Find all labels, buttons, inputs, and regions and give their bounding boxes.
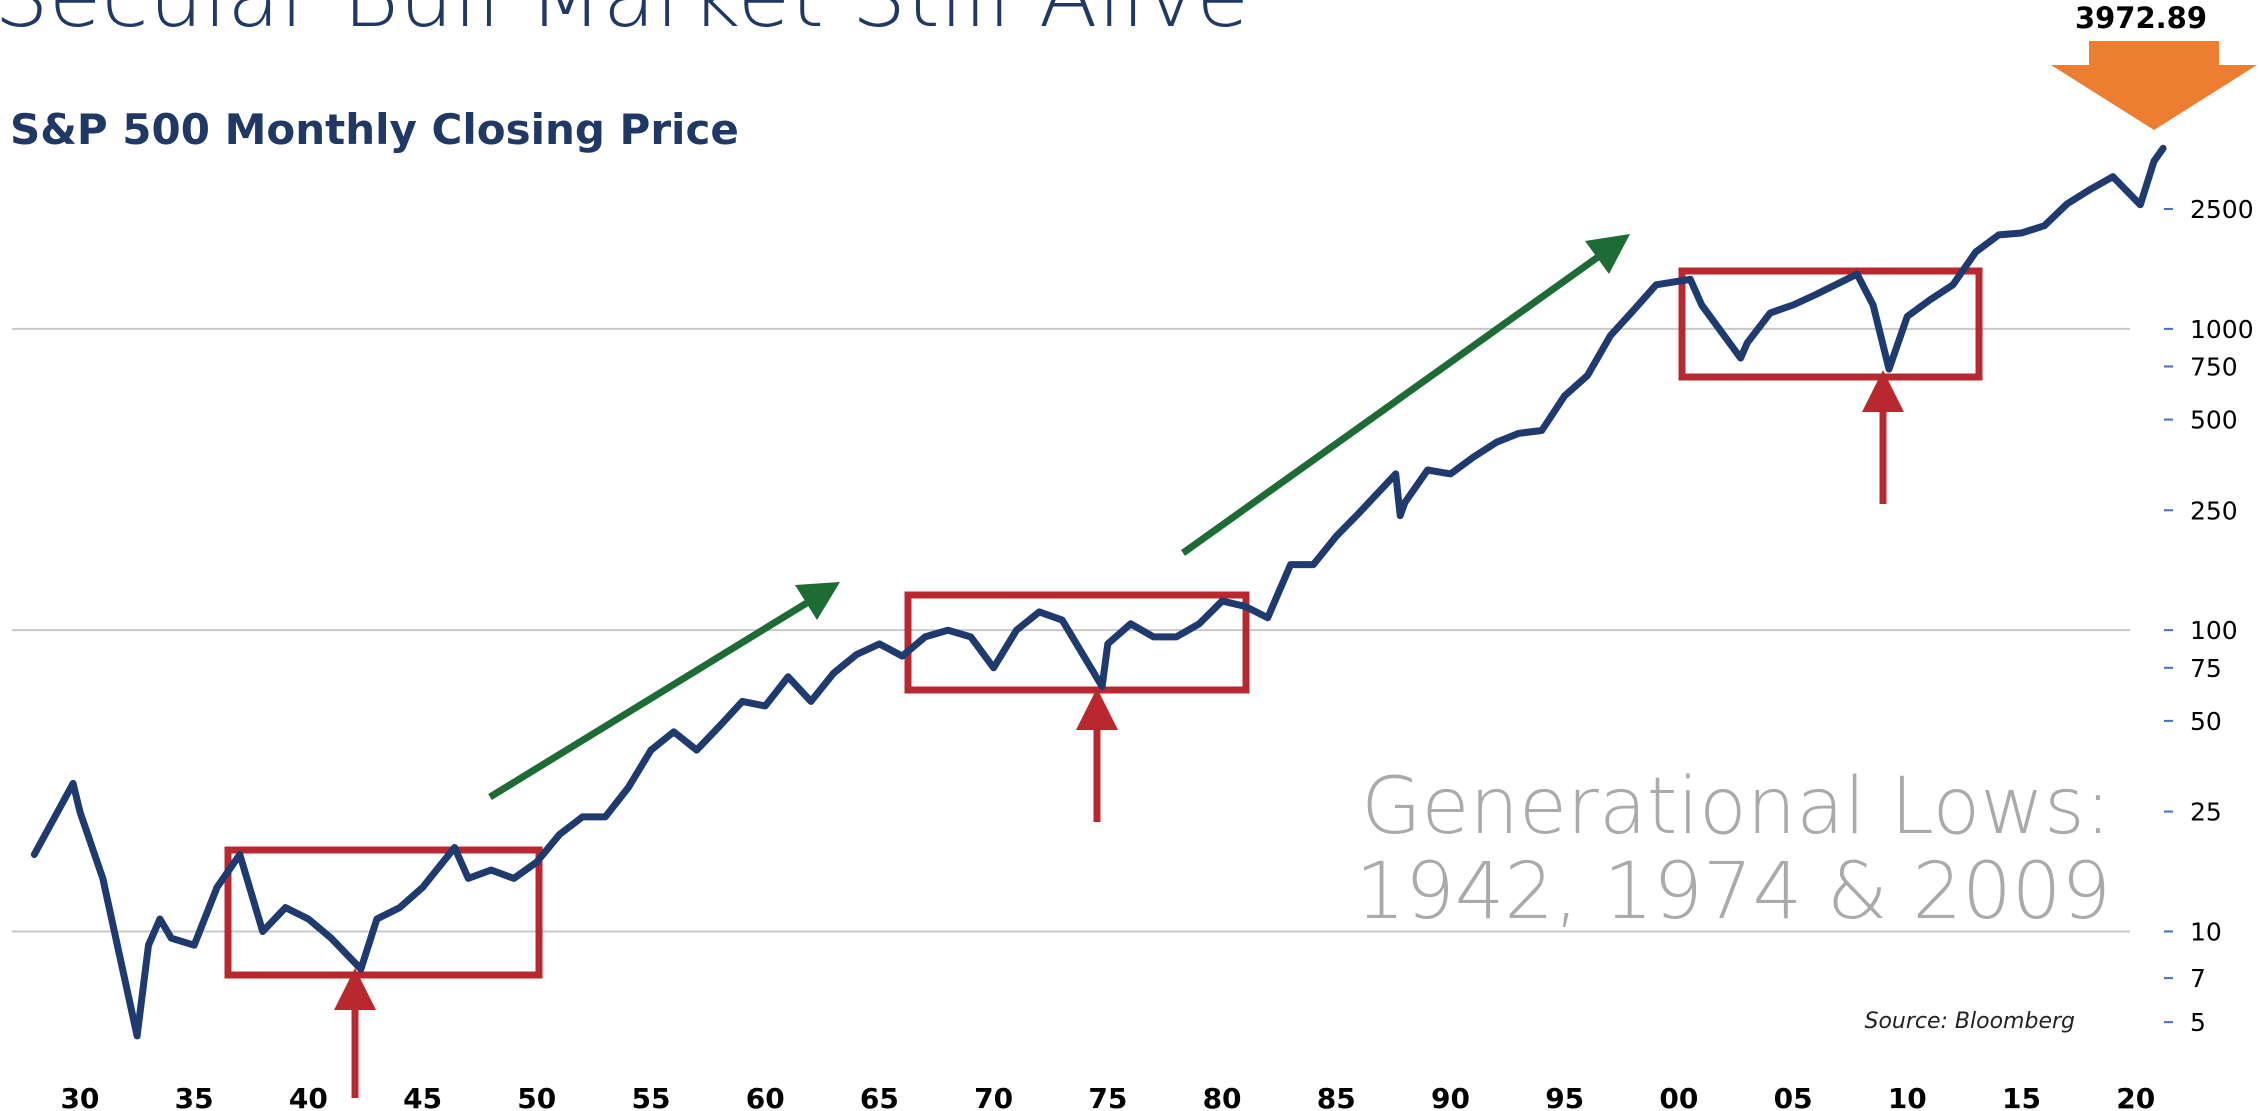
x-tick-label: 90	[1431, 1082, 1470, 1111]
x-tick-label: 30	[60, 1082, 99, 1111]
arrow	[1180, 249, 1608, 556]
x-tick-label: 40	[289, 1082, 328, 1111]
x-tick-label: 95	[1545, 1082, 1584, 1111]
arrow-head	[334, 968, 376, 1010]
price-line	[30, 144, 2167, 1040]
green-arrows	[488, 234, 1630, 800]
y-tick-label: 100	[2190, 616, 2238, 645]
callout-arrow	[2051, 41, 2257, 130]
x-tick-label: 85	[1317, 1082, 1356, 1111]
y-tick-label: 50	[2190, 707, 2222, 736]
x-tick-label: 05	[1774, 1082, 1813, 1111]
x-tick-label: 60	[746, 1082, 785, 1111]
y-tick-label: 2500	[2190, 195, 2254, 224]
y-tick-label: 7	[2190, 964, 2206, 993]
x-tick-label: 10	[1888, 1082, 1927, 1111]
x-tick-label: 75	[1088, 1082, 1127, 1111]
x-tick-label: 55	[632, 1082, 671, 1111]
y-tick-label: 750	[2190, 353, 2238, 382]
x-tick-label: 20	[2116, 1082, 2155, 1111]
red-arrows	[334, 370, 1904, 1098]
y-tick-label: 25	[2190, 798, 2222, 827]
x-tick-label: 70	[974, 1082, 1013, 1111]
box	[904, 591, 1250, 694]
x-tick-label: 35	[175, 1082, 214, 1111]
x-tick-label: 15	[2002, 1082, 2041, 1111]
chart-title: Secular Bull Market Still Alive	[0, 0, 1249, 47]
x-tick-label: 65	[860, 1082, 899, 1111]
annotation: Generational Lows:	[1361, 762, 2111, 852]
box	[224, 846, 543, 979]
x-tick-label: 50	[517, 1082, 556, 1111]
y-tick-label: 1000	[2190, 315, 2254, 344]
last-value-label: 3972.89	[2075, 1, 2207, 35]
arrow-head	[795, 582, 840, 620]
box	[1678, 267, 1983, 381]
arrow-head	[1862, 370, 1904, 412]
arrow	[488, 598, 812, 800]
highlight-boxes	[224, 267, 1983, 979]
x-tick-label: 80	[1203, 1082, 1242, 1111]
arrow-head	[1585, 234, 1630, 274]
annotation: 1942, 1974 & 2009	[1355, 847, 2111, 937]
x-tick-label: 45	[403, 1082, 442, 1111]
x-tick-label: 00	[1659, 1082, 1698, 1111]
y-tick-label: 250	[2190, 496, 2238, 525]
y-tick-label: 5	[2190, 1008, 2206, 1037]
source: Source: Bloomberg	[1864, 1009, 2075, 1034]
y-tick-label: 500	[2190, 406, 2238, 435]
y-tick-label: 10	[2190, 917, 2222, 946]
arrow-head	[1076, 688, 1118, 730]
y-tick-label: 75	[2190, 654, 2222, 683]
plot	[30, 144, 2167, 1040]
chart-subtitle: S&P 500 Monthly Closing Price	[10, 105, 739, 154]
